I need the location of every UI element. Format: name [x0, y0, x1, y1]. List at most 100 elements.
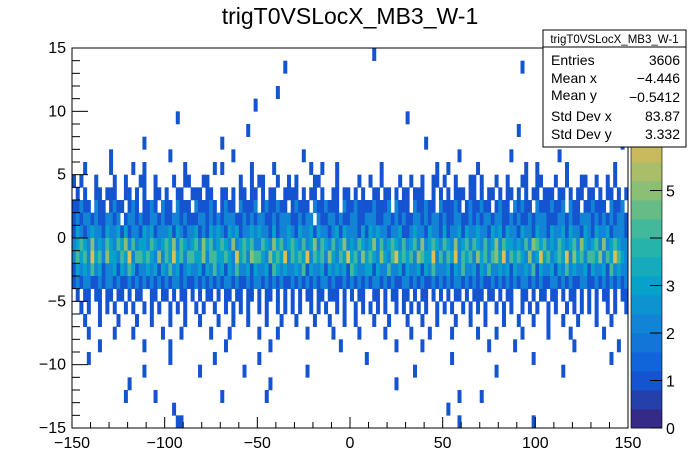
bin	[564, 225, 569, 239]
bin	[624, 225, 629, 239]
bin	[264, 288, 269, 302]
bin	[338, 276, 343, 289]
bin	[546, 200, 551, 213]
bin	[564, 162, 569, 175]
bin	[379, 200, 384, 213]
bin	[298, 263, 303, 277]
bin	[305, 326, 310, 340]
bin	[383, 225, 388, 239]
bin	[327, 288, 332, 302]
bin	[361, 200, 366, 213]
bin	[83, 212, 88, 226]
bin	[564, 263, 569, 277]
bin	[324, 212, 329, 226]
bin	[587, 225, 592, 239]
bin	[394, 301, 399, 315]
bin	[505, 238, 510, 251]
bin	[309, 263, 314, 277]
bin	[135, 263, 140, 277]
bin	[283, 60, 288, 74]
bin	[94, 288, 99, 302]
bin	[561, 314, 566, 327]
bin	[160, 238, 165, 251]
bin	[301, 212, 306, 226]
bin	[431, 174, 436, 188]
bin	[246, 238, 251, 251]
bin	[398, 200, 403, 213]
bin	[594, 238, 599, 251]
bin	[394, 263, 399, 277]
bin	[101, 200, 106, 213]
bin	[316, 200, 321, 213]
bin	[216, 250, 221, 264]
bin	[279, 263, 284, 277]
bin	[390, 276, 395, 289]
bin	[123, 187, 128, 201]
bin	[309, 187, 314, 201]
bin	[587, 187, 592, 201]
bin	[312, 250, 317, 264]
bin	[587, 212, 592, 226]
bin	[616, 212, 621, 226]
bin	[335, 225, 340, 239]
bin	[438, 200, 443, 213]
bin	[131, 276, 136, 289]
bin	[524, 200, 529, 213]
bin	[138, 225, 143, 239]
bin	[546, 238, 551, 251]
bin	[550, 200, 555, 213]
bin	[413, 225, 418, 239]
bin	[90, 212, 95, 226]
bin	[249, 212, 254, 226]
bin	[620, 263, 625, 277]
bin	[394, 200, 399, 213]
bin	[246, 200, 251, 213]
bin	[149, 200, 154, 213]
bin	[446, 187, 451, 201]
bin	[227, 212, 232, 226]
bin	[401, 187, 406, 201]
bin	[387, 238, 392, 251]
bin	[557, 149, 562, 163]
bin	[527, 301, 532, 315]
bin	[79, 250, 84, 264]
bin	[97, 250, 102, 264]
bin	[398, 174, 403, 188]
bin	[513, 200, 518, 213]
bin	[335, 212, 340, 226]
bin	[342, 225, 347, 239]
bin	[327, 200, 332, 213]
bin	[112, 187, 117, 201]
bin	[194, 301, 199, 315]
bin	[605, 276, 610, 289]
bin	[550, 225, 555, 239]
bin	[142, 364, 147, 378]
bin	[357, 174, 362, 188]
bin	[561, 250, 566, 264]
bin	[242, 250, 247, 264]
bin	[223, 250, 228, 264]
bin	[576, 238, 581, 251]
bin	[212, 276, 217, 289]
bin	[83, 200, 88, 213]
bin	[505, 200, 510, 213]
bin	[160, 276, 165, 289]
bin	[138, 250, 143, 264]
bin	[442, 200, 447, 213]
bin	[372, 212, 377, 226]
bin	[175, 263, 180, 277]
bin	[453, 250, 458, 264]
bin	[316, 174, 321, 188]
bin	[442, 212, 447, 226]
bin	[253, 238, 258, 251]
bin	[576, 276, 581, 289]
bin	[149, 212, 154, 226]
bin	[246, 276, 251, 289]
bin	[579, 174, 584, 188]
bin	[172, 276, 177, 289]
bin	[572, 301, 577, 315]
bin	[238, 301, 243, 315]
bin	[487, 263, 492, 277]
bin	[294, 187, 299, 201]
bin	[72, 238, 77, 251]
